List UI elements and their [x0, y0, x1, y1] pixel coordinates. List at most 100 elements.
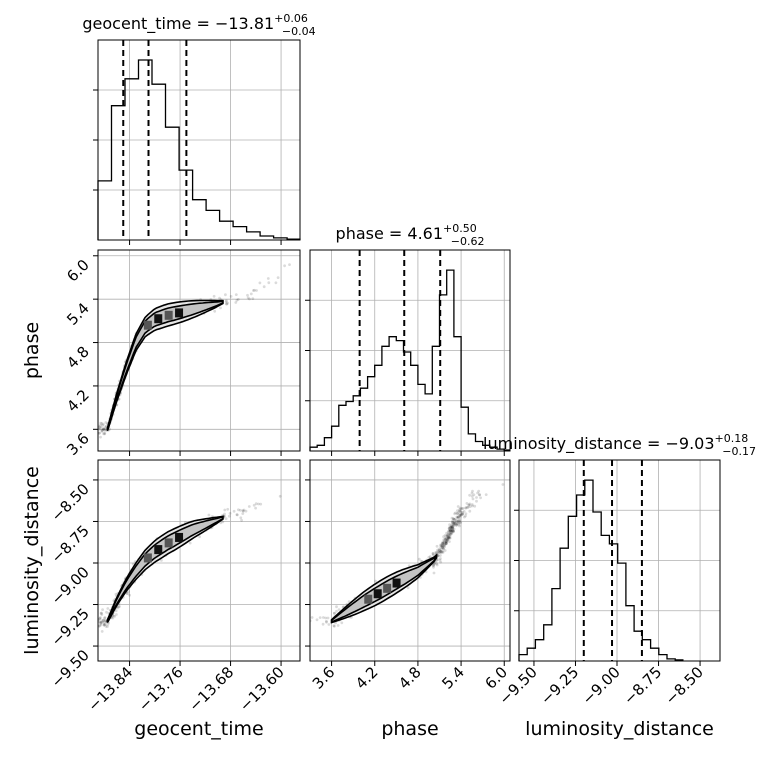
scatter-point — [470, 491, 474, 495]
scatter-point — [439, 544, 443, 548]
scatter-point — [255, 289, 258, 292]
scatter-point — [101, 427, 105, 430]
scatter-point — [445, 539, 449, 542]
scatter-point — [225, 299, 228, 302]
x-tick-label: 3.6 — [309, 663, 339, 693]
scatter-point — [104, 428, 108, 432]
scatter-point — [443, 534, 447, 537]
scatter-point — [229, 295, 233, 298]
title-label: phase = 4.61 — [336, 224, 443, 243]
scatter-point — [461, 510, 464, 514]
scatter-point — [450, 529, 454, 532]
scatter-point — [434, 551, 437, 554]
scatter-point — [465, 502, 469, 505]
x-tick-label: −13.76 — [135, 663, 187, 715]
scatter-point — [437, 547, 441, 551]
scatter-point — [455, 512, 459, 516]
scatter-point — [449, 526, 453, 529]
scatter-point — [198, 535, 202, 539]
scatter-point — [439, 545, 443, 549]
y-tick-label: −9.00 — [48, 563, 93, 608]
scatter-point — [219, 306, 222, 310]
scatter-point — [456, 509, 459, 512]
scatter-point — [451, 525, 454, 529]
title-plus: +0.06 — [274, 12, 308, 25]
scatter-point — [100, 428, 104, 432]
scatter-point — [324, 616, 328, 620]
y-tick-label: 6.0 — [63, 256, 93, 286]
scatter-point — [450, 531, 454, 535]
scatter-point — [106, 625, 109, 628]
scatter-point — [443, 537, 447, 541]
scatter-point — [451, 530, 455, 534]
scatter-point — [99, 611, 103, 615]
scatter-point — [113, 614, 117, 618]
scatter-point — [466, 505, 470, 509]
density-core — [175, 308, 184, 318]
scatter-point — [102, 618, 105, 622]
scatter-point — [452, 530, 455, 533]
scatter-point — [464, 506, 468, 510]
density-core — [373, 589, 382, 599]
scatter-point — [115, 613, 118, 616]
scatter-point — [417, 557, 421, 561]
scatter-point — [448, 540, 451, 543]
scatter-point — [431, 564, 435, 568]
scatter-point — [444, 541, 448, 545]
histogram-geocent_time — [97, 59, 301, 240]
scatter-point — [451, 526, 455, 530]
scatter-point — [240, 518, 244, 522]
scatter-point — [450, 529, 454, 533]
scatter-point — [447, 533, 450, 536]
y-tick-label: −8.50 — [48, 480, 93, 525]
scatter-point — [254, 502, 258, 506]
scatter-point — [475, 496, 478, 499]
scatter-point — [406, 586, 410, 590]
scatter-point — [445, 538, 448, 542]
scatter-point — [332, 624, 336, 628]
scatter-point — [438, 551, 441, 554]
scatter-point — [102, 623, 106, 627]
scatter-point — [443, 540, 447, 543]
scatter-point — [244, 509, 248, 513]
scatter-point — [455, 523, 458, 527]
x-tick-label: −13.60 — [236, 663, 288, 715]
scatter-point — [98, 431, 102, 435]
scatter-point — [470, 494, 474, 498]
scatter-point — [98, 624, 101, 628]
title-minus: −0.62 — [451, 235, 485, 248]
scatter-point — [478, 493, 482, 497]
scatter-point — [188, 541, 192, 545]
panel-title-luminosity_distance: luminosity_distance = −9.03+0.18 −0.17 — [483, 432, 756, 458]
scatter-point — [447, 527, 451, 530]
x-tick-label: 4.8 — [395, 663, 425, 693]
x-tick-label: −8.75 — [620, 663, 665, 708]
scatter-point — [442, 544, 446, 547]
scatter-point — [431, 551, 435, 555]
scatter-point — [102, 428, 106, 431]
scatter-point — [435, 551, 439, 554]
scatter-point — [450, 524, 453, 528]
scatter-point — [99, 421, 103, 425]
scatter-point — [98, 431, 101, 435]
scatter-point — [333, 611, 336, 615]
density-core — [154, 314, 163, 324]
scatter-point — [246, 296, 250, 300]
grid-layer — [98, 40, 720, 661]
scatter-point — [441, 547, 445, 550]
scatter-point — [102, 623, 106, 626]
scatter-point — [432, 563, 435, 567]
scatter-point — [98, 617, 102, 621]
density-core — [143, 320, 152, 330]
tick-layer — [93, 89, 701, 666]
scatter-point — [322, 616, 325, 619]
scatter-point — [111, 616, 115, 620]
scatter-point — [461, 507, 465, 510]
scatter-point — [451, 521, 455, 525]
scatter-point — [252, 289, 255, 292]
scatter-point — [445, 540, 449, 543]
scatter-point — [447, 526, 451, 530]
scatter-point — [101, 423, 105, 427]
scatter-point — [98, 620, 101, 624]
scatter-point — [457, 519, 460, 523]
